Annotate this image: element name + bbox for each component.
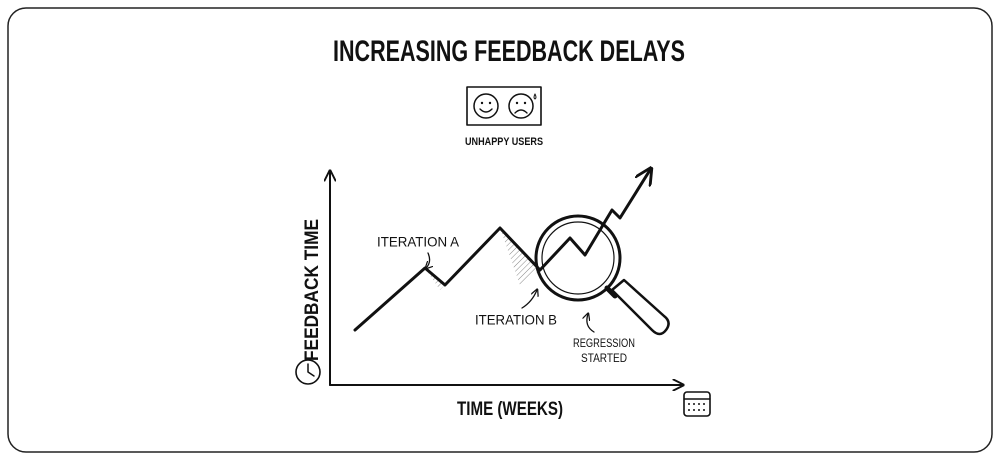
axes — [330, 172, 682, 385]
title: INCREASING FEEDBACK DELAYS — [333, 35, 685, 68]
hatching — [500, 228, 540, 285]
faces-badge — [466, 86, 542, 126]
calendar-icon — [683, 391, 711, 417]
y-axis-label: FEEDBACK TIME — [302, 219, 323, 361]
clock-icon — [295, 359, 321, 385]
annotation: STARTED — [581, 351, 627, 365]
annotation: ITERATION A — [377, 234, 460, 250]
annotation-arrow — [426, 252, 430, 268]
annotation: ITERATION B — [475, 312, 557, 328]
badge-label: UNHAPPY USERS — [465, 136, 543, 148]
annotation-arrow — [521, 290, 537, 309]
trend-line — [353, 170, 650, 332]
annotation-arrow — [587, 314, 595, 333]
x-axis-label: TIME (WEEKS) — [457, 399, 563, 420]
magnifier — [534, 214, 670, 336]
annotation: REGRESSION — [573, 336, 635, 350]
